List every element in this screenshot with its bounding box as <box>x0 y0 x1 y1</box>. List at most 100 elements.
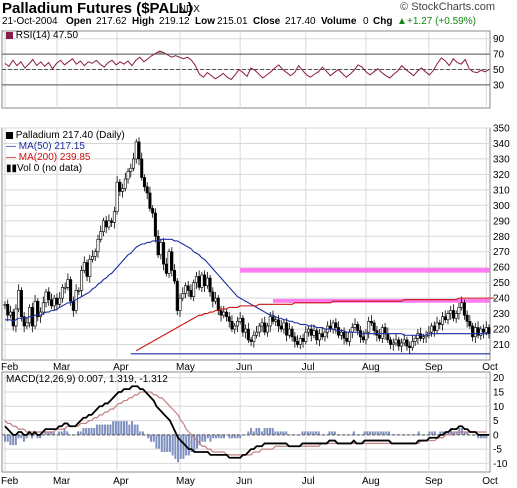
candle-body <box>3 304 7 306</box>
candle-body <box>350 327 354 333</box>
candle-body <box>197 276 201 288</box>
candle-body <box>162 242 166 265</box>
candle-body <box>93 251 97 257</box>
candle-body <box>214 297 218 302</box>
rsi-panel-ytick-label: 70 <box>493 50 505 61</box>
macd-panel-ytick-label: 20 <box>493 373 505 384</box>
macd-line <box>4 385 489 459</box>
candle-body <box>49 299 53 307</box>
candle-body <box>416 333 420 339</box>
macd-histogram-bar <box>120 421 123 435</box>
price-panel-ytick-label: 280 <box>493 232 510 243</box>
macd-panel-frame <box>1 371 491 473</box>
month-label-bottom-Feb: Feb <box>1 476 19 487</box>
candle-body <box>268 316 272 327</box>
macd-histogram-bar <box>39 434 42 439</box>
candle-body <box>312 330 316 336</box>
month-label-Sep: Sep <box>425 362 443 373</box>
macd-histogram-bar <box>371 431 374 435</box>
macd-panel-ytick-label: 0 <box>493 430 499 441</box>
candle-body <box>257 325 261 333</box>
macd-histogram-bar <box>125 421 128 435</box>
macd-histogram-bar <box>282 431 285 435</box>
macd-histogram-bar <box>22 434 25 442</box>
price-panel-ytick-label: 220 <box>493 325 510 336</box>
candle-body <box>82 262 86 271</box>
price-panel-ytick-label: 290 <box>493 216 510 227</box>
candle-body <box>421 336 425 339</box>
macd-histogram-bar <box>79 431 82 435</box>
candle-body <box>413 338 417 342</box>
candle-body <box>287 328 291 336</box>
macd-histogram-bar <box>263 428 266 435</box>
candle-body <box>462 302 466 316</box>
candle-body <box>107 220 111 228</box>
macd-histogram-bar <box>333 431 336 435</box>
macd-histogram-bar <box>20 434 23 439</box>
price-panel-ytick-label: 260 <box>493 263 510 274</box>
macd-histogram-bar <box>36 434 39 439</box>
candle-body <box>211 291 215 302</box>
macd-histogram-bar <box>14 434 17 446</box>
candle-body <box>285 322 289 336</box>
candle-body <box>205 277 209 287</box>
candle-body <box>123 178 127 189</box>
candle-body <box>52 297 56 307</box>
candle-body <box>178 297 182 311</box>
low-value: 215.01 <box>217 16 248 27</box>
macd-histogram-bar <box>301 431 304 435</box>
volume-bars-icon: ▮▮ <box>6 163 18 174</box>
candle-body <box>192 282 196 297</box>
candle-body <box>315 330 319 341</box>
macd-histogram-bar <box>163 434 166 452</box>
macd-histogram-bar <box>417 431 420 435</box>
macd-histogram-bar <box>85 428 88 435</box>
candle-body <box>307 328 311 333</box>
candle-body <box>55 297 59 305</box>
macd-histogram-bar <box>479 434 482 439</box>
macd-histogram-bar <box>114 421 117 435</box>
candle-body <box>101 220 105 232</box>
macd-histogram-bar <box>223 434 226 439</box>
macd-histogram-bar <box>63 428 66 435</box>
macd-histogram-bar <box>31 434 34 439</box>
macd-histogram-bar <box>390 434 393 436</box>
candle-body <box>88 259 92 277</box>
candle-body <box>320 333 324 338</box>
candle-body <box>235 321 239 327</box>
macd-histogram-bar <box>385 431 388 435</box>
candle-body <box>244 328 248 333</box>
candle-body <box>441 316 445 325</box>
rsi-label: RSI(14) 47.50 <box>15 30 79 41</box>
candle-body <box>63 287 67 289</box>
candle-body <box>394 339 398 344</box>
month-label-bottom-Oct: Oct <box>482 476 498 487</box>
macd-histogram-bar <box>158 434 161 449</box>
candle-body <box>356 324 360 331</box>
candle-body <box>380 327 384 339</box>
price-panel-ytick-label: 250 <box>493 278 510 289</box>
volume-value: 0 <box>363 16 369 27</box>
close-label: Close <box>253 16 281 27</box>
macd-histogram-bar <box>136 424 139 435</box>
macd-histogram-bar <box>212 434 215 439</box>
candle-body <box>164 263 168 274</box>
candle-body <box>126 171 130 180</box>
candle-body <box>175 280 179 311</box>
price-panel-ytick-label: 240 <box>493 294 510 305</box>
candle-body <box>44 291 48 304</box>
macd-histogram-bar <box>206 434 209 439</box>
candle-body <box>145 186 149 194</box>
low-label: Low <box>195 16 215 27</box>
candle-body <box>252 334 256 342</box>
macd-histogram-bar <box>225 434 228 436</box>
candle-body <box>487 327 491 335</box>
macd-histogram-bar <box>414 434 417 436</box>
macd-histogram-bar <box>25 434 28 439</box>
macd-histogram-bar <box>95 424 98 435</box>
macd-histogram-bar <box>304 431 307 435</box>
macd-histogram-bar <box>244 434 247 436</box>
macd-histogram-bar <box>312 431 315 435</box>
macd-histogram-bar <box>314 431 317 435</box>
close-value: 217.40 <box>285 16 316 27</box>
